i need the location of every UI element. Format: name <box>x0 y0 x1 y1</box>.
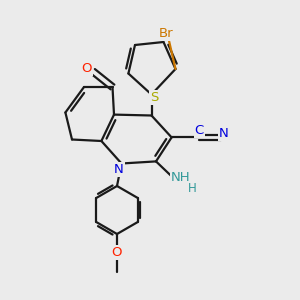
Text: Br: Br <box>158 27 173 40</box>
Text: H: H <box>188 182 196 195</box>
Text: O: O <box>112 246 122 259</box>
Text: N: N <box>114 163 124 176</box>
Text: N: N <box>219 127 229 140</box>
Text: S: S <box>150 91 158 104</box>
Text: O: O <box>81 62 92 75</box>
Text: C: C <box>195 124 204 137</box>
Text: NH: NH <box>171 171 191 184</box>
